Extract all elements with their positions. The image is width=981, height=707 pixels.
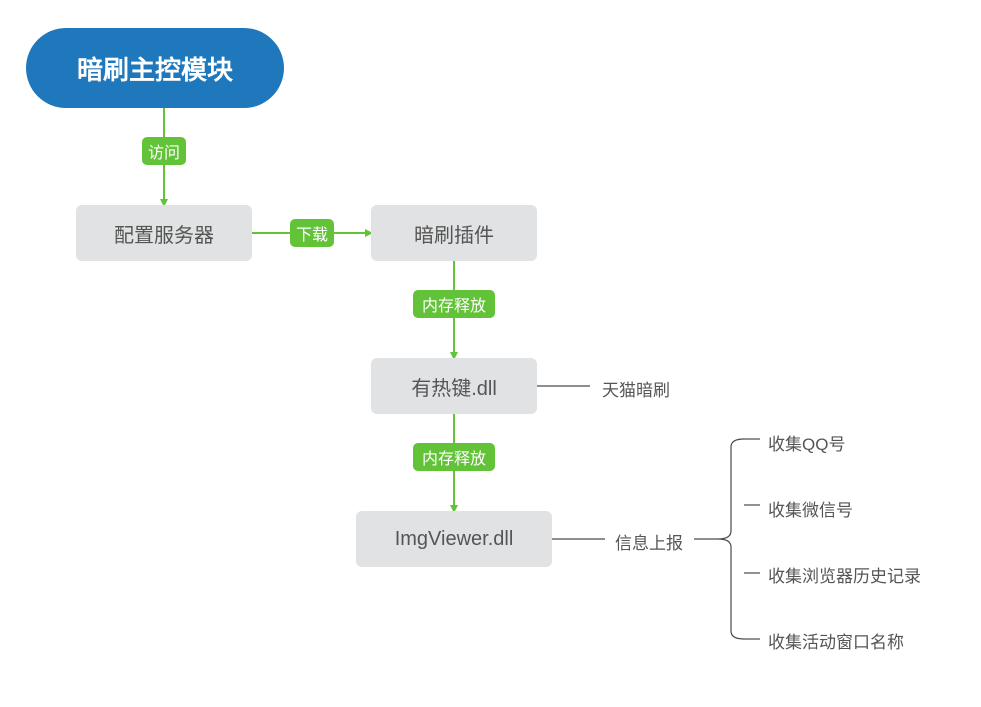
text-wechat: 收集微信号 <box>768 496 853 521</box>
text-wechat-text: 收集微信号 <box>768 496 853 521</box>
text-window-text: 收集活动窗口名称 <box>768 628 904 653</box>
edge-label-release2: 内存释放 <box>413 443 495 471</box>
node-config-server-text: 配置服务器 <box>114 219 214 248</box>
text-report-text: 信息上报 <box>615 529 683 554</box>
node-root: 暗刷主控模块 <box>26 28 284 108</box>
edge-label-release1: 内存释放 <box>413 290 495 318</box>
edge-label-visit-text: 访问 <box>148 139 180 163</box>
text-tmall: 天猫暗刷 <box>602 376 670 401</box>
node-config-server: 配置服务器 <box>76 205 252 261</box>
node-imgviewer-dll: ImgViewer.dll <box>356 511 552 567</box>
text-qq: 收集QQ号 <box>768 430 845 455</box>
edge-label-visit: 访问 <box>142 137 186 165</box>
node-plugin-text: 暗刷插件 <box>414 219 494 248</box>
edge-label-download: 下载 <box>290 219 334 247</box>
node-hotkey-dll: 有热键.dll <box>371 358 537 414</box>
node-plugin: 暗刷插件 <box>371 205 537 261</box>
text-browser-text: 收集浏览器历史记录 <box>768 562 921 587</box>
edge-label-release2-text: 内存释放 <box>422 445 486 469</box>
node-root-text: 暗刷主控模块 <box>77 50 233 87</box>
edge-label-download-text: 下载 <box>296 221 328 245</box>
text-report: 信息上报 <box>615 529 683 554</box>
text-qq-text: 收集QQ号 <box>768 430 845 455</box>
text-tmall-text: 天猫暗刷 <box>602 376 670 401</box>
node-hotkey-dll-text: 有热键.dll <box>411 372 497 401</box>
text-window: 收集活动窗口名称 <box>768 628 904 653</box>
node-imgviewer-dll-text: ImgViewer.dll <box>395 528 514 551</box>
text-browser: 收集浏览器历史记录 <box>768 562 921 587</box>
edge-label-release1-text: 内存释放 <box>422 292 486 316</box>
diagram-canvas: 暗刷主控模块 配置服务器 暗刷插件 有热键.dll ImgViewer.dll … <box>0 0 981 707</box>
